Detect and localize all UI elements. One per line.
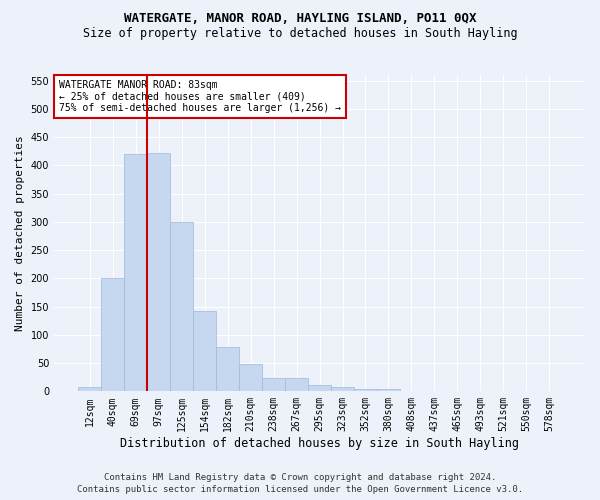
Bar bbox=[147, 153, 170, 392]
Bar bbox=[170, 222, 193, 392]
Bar bbox=[262, 378, 285, 392]
Text: Contains HM Land Registry data © Crown copyright and database right 2024.
Contai: Contains HM Land Registry data © Crown c… bbox=[77, 472, 523, 494]
Text: Size of property relative to detached houses in South Hayling: Size of property relative to detached ho… bbox=[83, 28, 517, 40]
Bar bbox=[193, 310, 216, 392]
Bar bbox=[78, 387, 101, 392]
Text: WATERGATE MANOR ROAD: 83sqm
← 25% of detached houses are smaller (409)
75% of se: WATERGATE MANOR ROAD: 83sqm ← 25% of det… bbox=[59, 80, 341, 113]
Bar bbox=[216, 346, 239, 392]
Text: WATERGATE, MANOR ROAD, HAYLING ISLAND, PO11 0QX: WATERGATE, MANOR ROAD, HAYLING ISLAND, P… bbox=[124, 12, 476, 26]
Bar bbox=[538, 391, 561, 392]
Bar bbox=[285, 378, 308, 392]
Bar bbox=[239, 364, 262, 392]
Bar bbox=[377, 388, 400, 392]
X-axis label: Distribution of detached houses by size in South Hayling: Distribution of detached houses by size … bbox=[120, 437, 519, 450]
Y-axis label: Number of detached properties: Number of detached properties bbox=[15, 136, 25, 331]
Bar bbox=[331, 387, 354, 392]
Bar bbox=[101, 278, 124, 392]
Bar bbox=[308, 385, 331, 392]
Bar bbox=[124, 154, 147, 392]
Bar bbox=[354, 388, 377, 392]
